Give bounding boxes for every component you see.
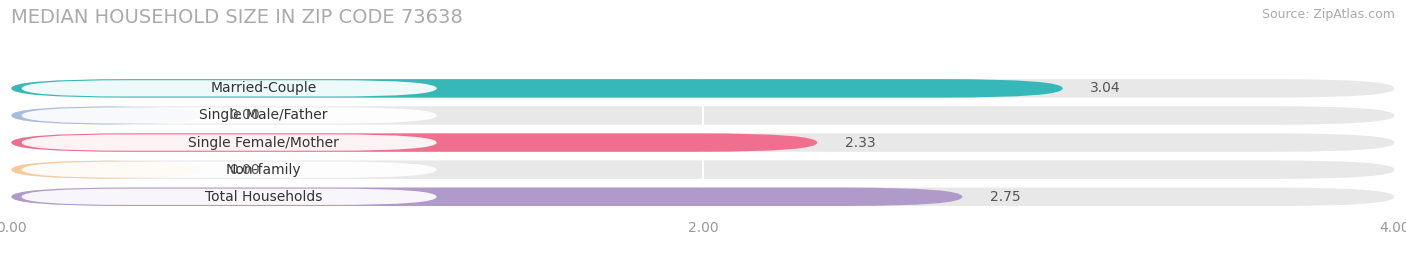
Text: Married-Couple: Married-Couple xyxy=(211,81,316,95)
FancyBboxPatch shape xyxy=(11,106,201,125)
Text: Single Female/Mother: Single Female/Mother xyxy=(188,136,339,150)
FancyBboxPatch shape xyxy=(21,107,437,123)
Text: 0.00: 0.00 xyxy=(229,108,260,122)
FancyBboxPatch shape xyxy=(11,160,1395,179)
Text: 2.75: 2.75 xyxy=(990,190,1021,204)
FancyBboxPatch shape xyxy=(11,106,1395,125)
FancyBboxPatch shape xyxy=(11,79,1063,98)
FancyBboxPatch shape xyxy=(11,187,962,206)
FancyBboxPatch shape xyxy=(21,80,437,97)
Text: MEDIAN HOUSEHOLD SIZE IN ZIP CODE 73638: MEDIAN HOUSEHOLD SIZE IN ZIP CODE 73638 xyxy=(11,8,463,27)
Text: Non-family: Non-family xyxy=(226,163,301,177)
FancyBboxPatch shape xyxy=(21,134,437,151)
FancyBboxPatch shape xyxy=(11,133,817,152)
Text: 2.33: 2.33 xyxy=(845,136,876,150)
FancyBboxPatch shape xyxy=(11,133,1395,152)
FancyBboxPatch shape xyxy=(11,160,201,179)
Text: 0.00: 0.00 xyxy=(229,163,260,177)
FancyBboxPatch shape xyxy=(21,162,437,178)
Text: 3.04: 3.04 xyxy=(1091,81,1121,95)
Text: Source: ZipAtlas.com: Source: ZipAtlas.com xyxy=(1261,8,1395,21)
FancyBboxPatch shape xyxy=(11,79,1395,98)
FancyBboxPatch shape xyxy=(21,189,437,205)
Text: Single Male/Father: Single Male/Father xyxy=(200,108,328,122)
FancyBboxPatch shape xyxy=(11,187,1395,206)
Text: Total Households: Total Households xyxy=(205,190,322,204)
